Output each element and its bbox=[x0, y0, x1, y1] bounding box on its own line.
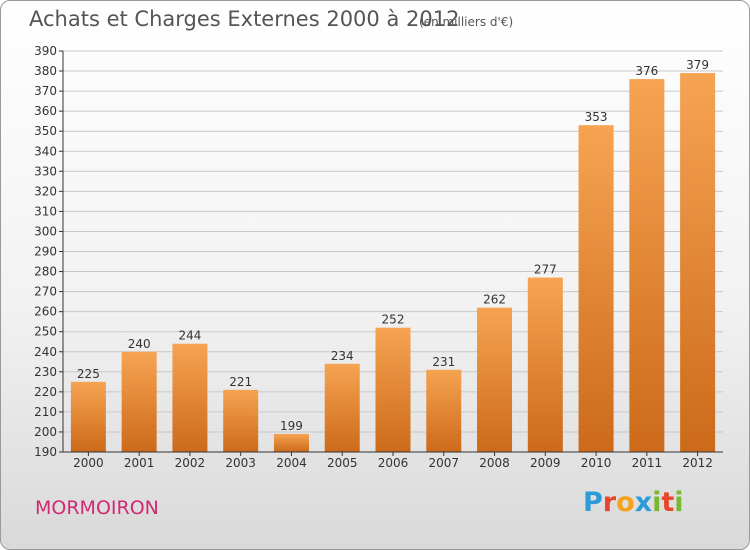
logo-letter: t bbox=[661, 487, 675, 518]
chart-subtitle: (en milliers d'€) bbox=[419, 15, 514, 29]
x-tick-label: 2006 bbox=[378, 456, 409, 470]
data-label: 199 bbox=[280, 419, 303, 433]
data-label: 231 bbox=[432, 355, 455, 369]
y-tick-label: 390 bbox=[34, 44, 57, 58]
y-tick-label: 310 bbox=[34, 204, 57, 218]
data-label: 225 bbox=[77, 367, 100, 381]
data-label: 379 bbox=[686, 58, 709, 72]
bar bbox=[426, 369, 462, 452]
y-tick-label: 240 bbox=[34, 345, 57, 359]
x-tick-label: 2011 bbox=[632, 456, 663, 470]
y-tick-label: 230 bbox=[34, 365, 57, 379]
x-tick-label: 2001 bbox=[124, 456, 155, 470]
data-label: 244 bbox=[178, 329, 201, 343]
y-tick-label: 270 bbox=[34, 285, 57, 299]
data-label: 234 bbox=[331, 349, 354, 363]
data-labels: 225 240 244 221 199 234 252 231 262 277 353 376 379 bbox=[77, 58, 709, 433]
data-label: 376 bbox=[635, 64, 658, 78]
y-tick-label: 280 bbox=[34, 265, 57, 279]
data-label: 262 bbox=[483, 293, 506, 307]
y-tick-label: 370 bbox=[34, 84, 57, 98]
y-tick-label: 350 bbox=[34, 124, 57, 138]
y-tick-label: 330 bbox=[34, 164, 57, 178]
bar bbox=[629, 79, 665, 452]
y-tick-label: 300 bbox=[34, 224, 57, 238]
bar bbox=[578, 125, 614, 452]
x-tick-label: 2008 bbox=[479, 456, 510, 470]
axes: 190 200 210 220 230 240 250 260 270 280 290 300 310 3… bbox=[34, 44, 723, 470]
logo-letter: x bbox=[634, 487, 653, 518]
bars bbox=[70, 73, 716, 453]
proxiti-logo[interactable]: Proxiti bbox=[583, 487, 684, 518]
bar bbox=[172, 343, 208, 452]
y-tick-label: 190 bbox=[34, 445, 57, 459]
y-tick-label: 340 bbox=[34, 144, 57, 158]
y-tick-label: 260 bbox=[34, 305, 57, 319]
y-tick-label: 360 bbox=[34, 104, 57, 118]
data-label: 252 bbox=[382, 313, 405, 327]
logo-letter: i bbox=[674, 487, 684, 518]
bar bbox=[527, 277, 563, 452]
bar bbox=[273, 433, 309, 452]
bar bbox=[223, 389, 259, 452]
x-tick-label: 2003 bbox=[225, 456, 256, 470]
y-tick-label: 320 bbox=[34, 184, 57, 198]
bar bbox=[477, 307, 513, 452]
bar bbox=[375, 327, 411, 452]
logo-letter: i bbox=[652, 487, 662, 518]
chart-title: Achats et Charges Externes 2000 à 2012 bbox=[29, 7, 460, 31]
y-tick-label: 250 bbox=[34, 325, 57, 339]
x-tick-label: 2002 bbox=[175, 456, 206, 470]
logo-letter: o bbox=[616, 487, 635, 518]
bar bbox=[121, 351, 157, 452]
data-label: 277 bbox=[534, 263, 557, 277]
bar bbox=[324, 363, 360, 452]
x-tick-label: 2009 bbox=[530, 456, 561, 470]
y-tick-label: 290 bbox=[34, 245, 57, 259]
logo-letter: r bbox=[602, 487, 617, 518]
data-label: 221 bbox=[229, 375, 252, 389]
logo-letter: P bbox=[583, 487, 603, 518]
y-tick-label: 210 bbox=[34, 405, 57, 419]
x-tick-label: 2004 bbox=[276, 456, 307, 470]
x-tick-label: 2000 bbox=[73, 456, 104, 470]
data-label: 353 bbox=[585, 110, 608, 124]
bar bbox=[70, 381, 106, 452]
x-tick-label: 2012 bbox=[682, 456, 713, 470]
data-label: 240 bbox=[128, 337, 151, 351]
x-tick-label: 2007 bbox=[428, 456, 459, 470]
y-tick-label: 380 bbox=[34, 64, 57, 78]
city-name: MORMOIRON bbox=[35, 497, 159, 519]
y-tick-label: 220 bbox=[34, 385, 57, 399]
bar bbox=[680, 73, 716, 453]
x-tick-label: 2010 bbox=[581, 456, 612, 470]
x-tick-label: 2005 bbox=[327, 456, 358, 470]
y-tick-label: 200 bbox=[34, 425, 57, 439]
